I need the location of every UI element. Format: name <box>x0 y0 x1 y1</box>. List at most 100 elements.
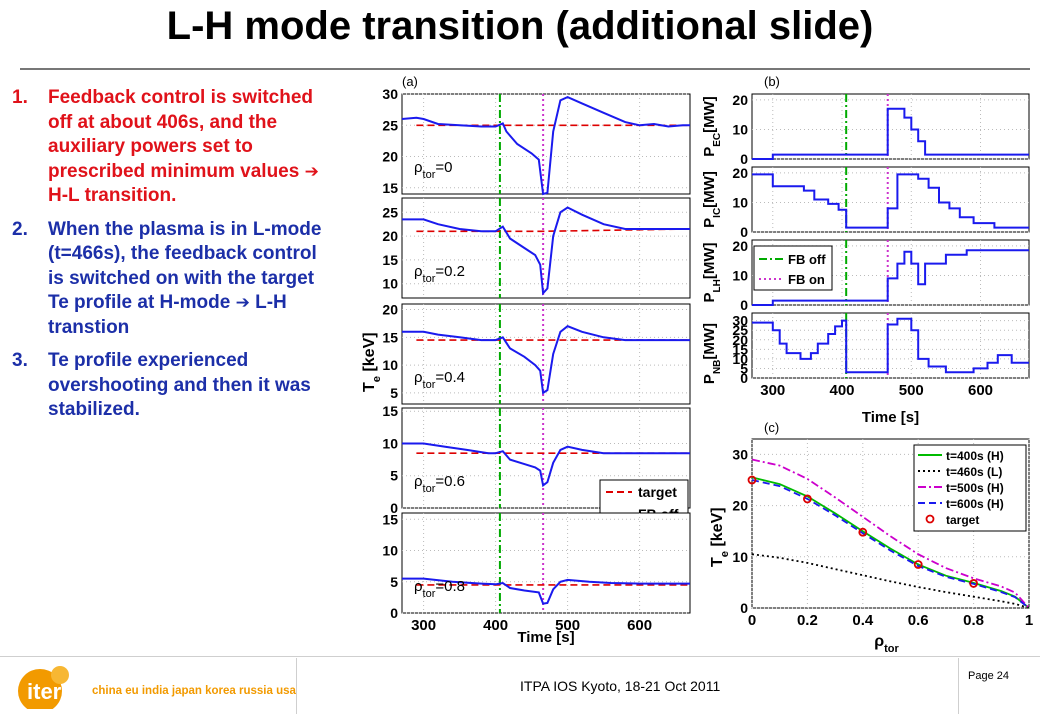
y-tick-label: 0 <box>740 370 748 386</box>
y-tick-label: 10 <box>382 276 398 292</box>
bullet-text-after: L-H transtion <box>48 292 287 338</box>
legend-label: target <box>946 513 979 527</box>
y-tick-label: 30 <box>732 446 748 462</box>
y-tick-label: 20 <box>382 302 398 318</box>
panel-label: (b) <box>764 74 780 89</box>
profile-line <box>751 553 1030 609</box>
x-tick-label: 0 <box>748 612 756 629</box>
x-tick-label: 300 <box>411 617 436 634</box>
bullet-item: 3. Te profile experienced overshooting an… <box>12 349 337 423</box>
x-tick-label: 500 <box>555 617 580 634</box>
target-line <box>416 228 691 233</box>
y-tick-label: 15 <box>382 329 398 345</box>
y-axis-title: PEC[MW] <box>701 96 723 157</box>
legend-label: FB off <box>788 252 826 267</box>
x-axis-title: ρtor <box>874 633 899 652</box>
subplot-annotation: ρtor=0.2 <box>414 263 465 285</box>
y-tick-label: 5 <box>390 385 398 401</box>
panel-label: (a) <box>402 74 418 89</box>
subplot-annotation: ρtor=0.6 <box>414 473 465 495</box>
y-tick-label: 10 <box>382 543 398 559</box>
x-tick-label: 0.4 <box>852 612 874 629</box>
y-tick-label: 25 <box>382 204 398 220</box>
y-tick-label: 30 <box>732 313 748 329</box>
y-axis-title: PNB[MW] <box>701 323 723 384</box>
subplot-axes <box>401 197 691 299</box>
y-tick-label: 0 <box>740 600 748 616</box>
subplot-annotation: ρtor=0 <box>414 159 453 181</box>
bullet-text: Feedback control is switched off at abou… <box>48 87 314 182</box>
target-point <box>858 527 868 537</box>
y-axis-title: PIC[MW] <box>701 171 723 228</box>
legend-label: t=500s (H) <box>946 481 1004 495</box>
y-tick-label: 20 <box>732 238 748 254</box>
subplot-axes <box>401 512 691 614</box>
x-tick-label: 0.6 <box>908 612 929 629</box>
y-tick-label: 5 <box>390 574 398 590</box>
panel-label: (c) <box>764 420 779 435</box>
profile-line <box>751 458 1030 609</box>
y-tick-label: 10 <box>382 357 398 373</box>
slide-title: L-H mode transition (additional slide) <box>166 4 874 48</box>
subplot-axes <box>401 93 691 195</box>
y-tick-label: 20 <box>382 149 398 165</box>
target-point <box>802 494 812 504</box>
y-tick-label: 10 <box>732 121 748 137</box>
bullet-text: Te profile experienced overshooting and … <box>48 350 311 420</box>
y-tick-label: 15 <box>382 180 398 196</box>
legend-swatch <box>925 514 935 524</box>
y-tick-label: 20 <box>382 228 398 244</box>
y-axis-title: Te [keV] <box>361 332 383 392</box>
y-tick-label: 5 <box>740 360 748 376</box>
conference-label: ITPA IOS Kyoto, 18-21 Oct 2011 <box>520 678 721 694</box>
x-tick-label: 0.2 <box>797 612 818 629</box>
y-tick-label: 10 <box>732 194 748 210</box>
footer-separator <box>958 658 959 714</box>
y-tick-label: 15 <box>382 252 398 268</box>
target-point <box>913 560 923 569</box>
bullet-item: 2. When the plasma is in L-mode (t=466s),… <box>12 218 337 341</box>
bullet-number: 1. <box>12 87 28 108</box>
y-tick-label: 25 <box>382 117 398 133</box>
y-tick-label: 20 <box>732 92 748 108</box>
page-number: Page 24 <box>968 670 1009 682</box>
power-trace <box>752 173 1029 229</box>
subplot-annotation: ρtor=0.4 <box>414 369 465 391</box>
x-tick-label: 1 <box>1025 612 1033 629</box>
x-axis-title: Time [s] <box>517 629 574 646</box>
bullet-text: When the plasma is in L-mode (t=466s), t… <box>48 218 322 314</box>
x-tick-label: 400 <box>830 382 855 399</box>
y-tick-label: 15 <box>382 511 398 527</box>
te-trace <box>402 325 690 395</box>
x-tick-label: 600 <box>627 617 652 634</box>
legend-label: target <box>638 484 677 500</box>
legend-label: t=400s (H) <box>946 449 1004 463</box>
y-tick-label: 25 <box>732 322 748 338</box>
y-tick-label: 0 <box>740 151 748 167</box>
power-trace <box>752 317 1029 374</box>
target-point <box>747 475 757 485</box>
arrow-right-icon: ➔ <box>235 293 250 313</box>
bullet-item: 1. Feedback control is switched off at ab… <box>12 86 337 209</box>
footer-divider <box>0 656 1040 657</box>
te-trace <box>402 577 690 605</box>
bullet-text-after: H-L transition. <box>48 185 177 206</box>
power-trace <box>752 249 1029 306</box>
subplot-axes <box>401 303 691 405</box>
y-tick-label: 15 <box>382 403 398 419</box>
title-divider <box>20 68 1030 70</box>
te-trace <box>402 206 690 296</box>
figure-panels: (a)15202530ρtor=010152025ρtor=0.25101520… <box>361 74 1033 652</box>
y-tick-label: 10 <box>732 351 748 367</box>
x-tick-label: 500 <box>899 382 924 399</box>
legend-label: t=600s (H) <box>946 497 1004 511</box>
y-tick-label: 0 <box>740 224 748 240</box>
legend-label: FB on <box>788 272 825 287</box>
te-trace <box>401 96 690 196</box>
y-axis-title: Te [keV] <box>709 507 731 567</box>
logo-word: iter <box>27 679 62 704</box>
bullet-list: 1. Feedback control is switched off at ab… <box>12 86 337 432</box>
footer-separator <box>296 658 297 714</box>
y-axis-title: PLH[MW] <box>701 242 723 302</box>
power-trace <box>752 107 1029 160</box>
